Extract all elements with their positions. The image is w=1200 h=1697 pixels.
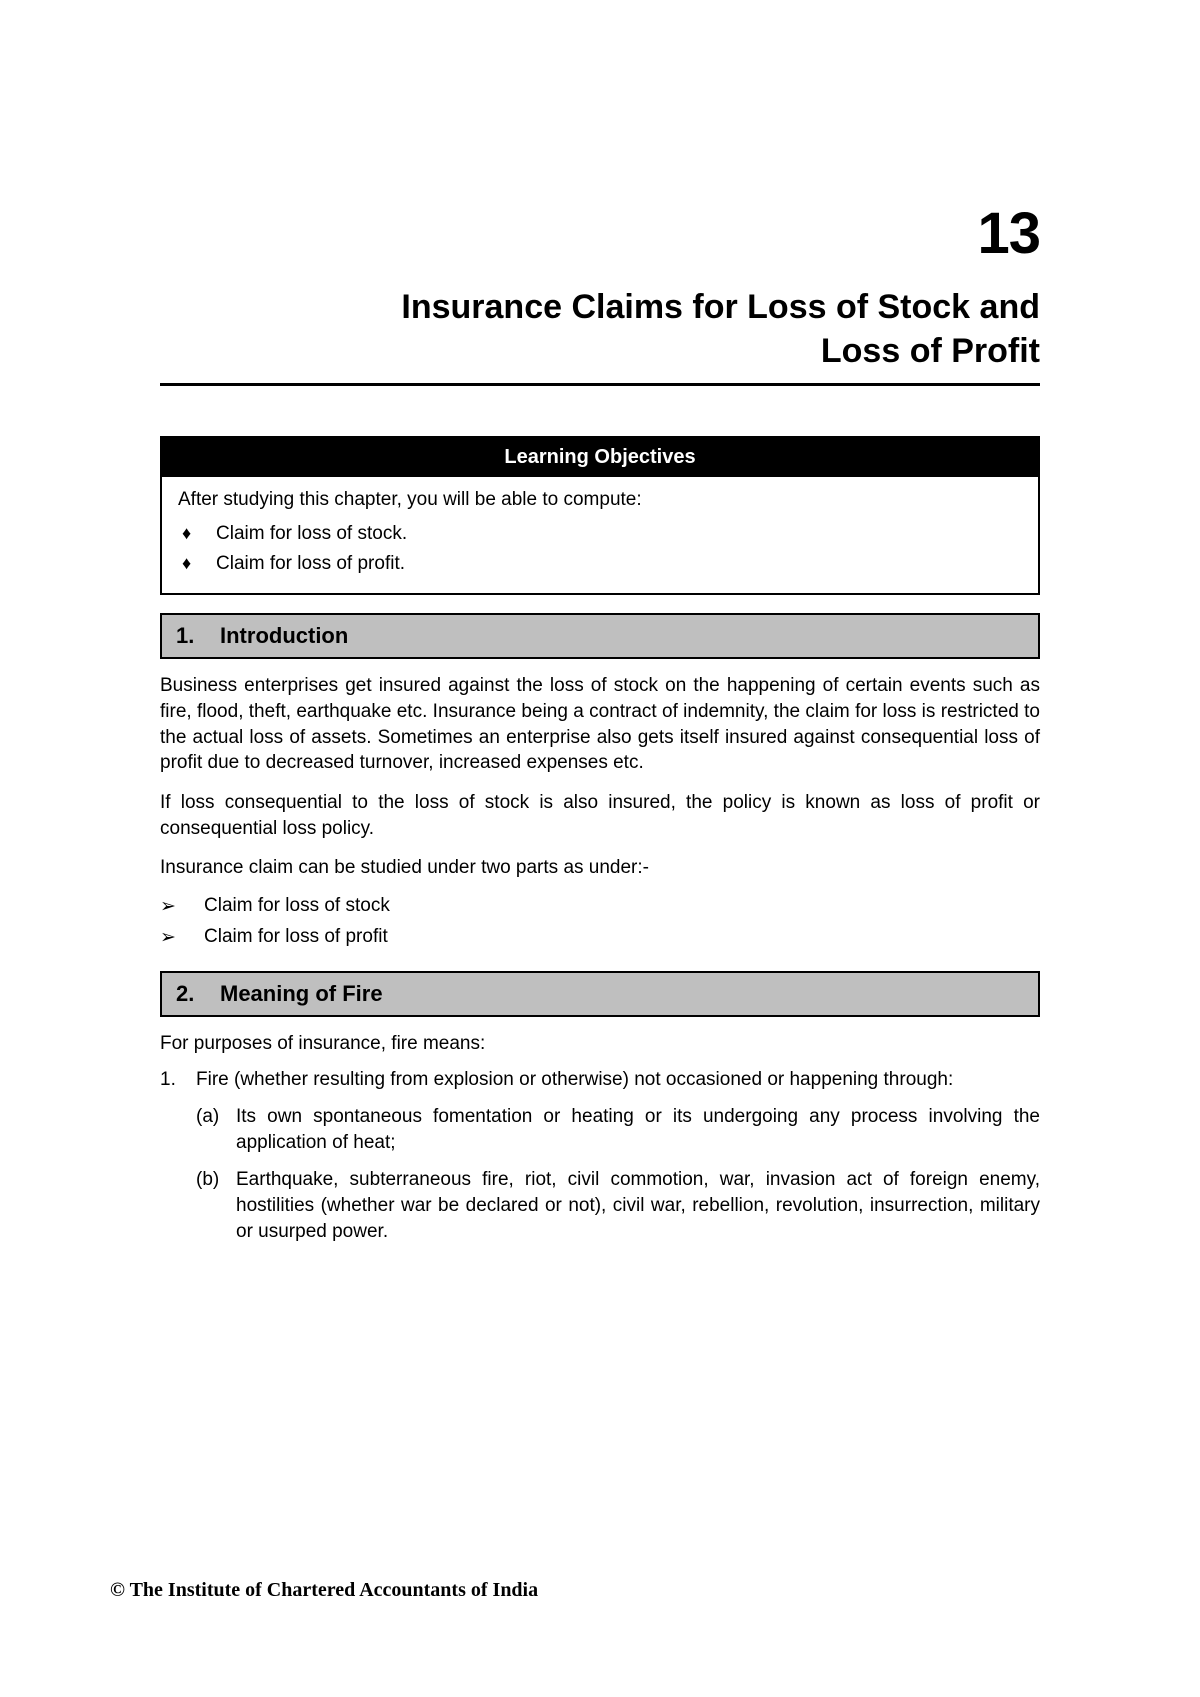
sub-text: Its own spontaneous fomentation or heati… bbox=[236, 1104, 1040, 1155]
arrow-icon: ➢ bbox=[160, 895, 204, 918]
arrow-item-text: Claim for loss of stock bbox=[204, 895, 390, 917]
sub-list: (a) Its own spontaneous fomentation or h… bbox=[196, 1104, 1040, 1244]
learning-item: ♦ Claim for loss of stock. bbox=[178, 519, 1022, 549]
section-number: 2. bbox=[176, 981, 220, 1007]
arrow-item-text: Claim for loss of profit bbox=[204, 926, 388, 948]
learning-item-text: Claim for loss of stock. bbox=[216, 523, 407, 545]
item-body: Fire (whether resulting from explosion o… bbox=[196, 1067, 1040, 1245]
learning-list: ♦ Claim for loss of stock. ♦ Claim for l… bbox=[178, 519, 1022, 579]
learning-objectives-body: After studying this chapter, you will be… bbox=[162, 477, 1038, 593]
section-1-header: 1.Introduction bbox=[160, 613, 1040, 659]
chapter-title: Insurance Claims for Loss of Stock and L… bbox=[160, 285, 1040, 386]
copyright-footer: © The Institute of Chartered Accountants… bbox=[110, 1579, 538, 1602]
learning-item: ♦ Claim for loss of profit. bbox=[178, 549, 1022, 579]
section-number: 1. bbox=[176, 623, 220, 649]
section-1-bullets: ➢ Claim for loss of stock ➢ Claim for lo… bbox=[160, 891, 1040, 953]
section-1-para-3: Insurance claim can be studied under two… bbox=[160, 855, 1040, 881]
arrow-item: ➢ Claim for loss of stock bbox=[160, 891, 1040, 922]
learning-objectives-box: Learning Objectives After studying this … bbox=[160, 436, 1040, 595]
item-text: Fire (whether resulting from explosion o… bbox=[196, 1069, 953, 1090]
numbered-item: 1. Fire (whether resulting from explosio… bbox=[160, 1067, 1040, 1245]
sub-item: (b) Earthquake, subterraneous fire, riot… bbox=[196, 1167, 1040, 1244]
learning-intro: After studying this chapter, you will be… bbox=[178, 489, 1022, 511]
diamond-icon: ♦ bbox=[178, 523, 216, 544]
title-line-2: Loss of Profit bbox=[821, 332, 1040, 370]
diamond-icon: ♦ bbox=[178, 553, 216, 574]
section-1-para-1: Business enterprises get insured against… bbox=[160, 673, 1040, 776]
section-2-header: 2.Meaning of Fire bbox=[160, 971, 1040, 1017]
item-marker: 1. bbox=[160, 1067, 196, 1245]
page-content: 13 Insurance Claims for Loss of Stock an… bbox=[0, 0, 1200, 1244]
chapter-number: 13 bbox=[160, 200, 1040, 267]
learning-objectives-header: Learning Objectives bbox=[162, 438, 1038, 477]
section-2-intro: For purposes of insurance, fire means: bbox=[160, 1031, 1040, 1057]
title-line-1: Insurance Claims for Loss of Stock and bbox=[401, 288, 1040, 326]
section-title: Introduction bbox=[220, 623, 348, 648]
section-1-para-2: If loss consequential to the loss of sto… bbox=[160, 790, 1040, 841]
arrow-icon: ➢ bbox=[160, 926, 204, 949]
sub-marker: (a) bbox=[196, 1104, 236, 1155]
arrow-item: ➢ Claim for loss of profit bbox=[160, 922, 1040, 953]
sub-text: Earthquake, subterraneous fire, riot, ci… bbox=[236, 1167, 1040, 1244]
section-title: Meaning of Fire bbox=[220, 981, 383, 1006]
sub-marker: (b) bbox=[196, 1167, 236, 1244]
sub-item: (a) Its own spontaneous fomentation or h… bbox=[196, 1104, 1040, 1155]
section-2-list: 1. Fire (whether resulting from explosio… bbox=[160, 1067, 1040, 1245]
learning-item-text: Claim for loss of profit. bbox=[216, 553, 405, 575]
